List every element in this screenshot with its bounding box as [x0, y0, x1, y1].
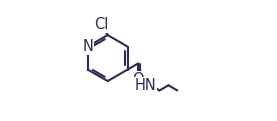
- Text: O: O: [132, 72, 144, 87]
- Text: Cl: Cl: [94, 16, 109, 31]
- Text: HN: HN: [134, 78, 156, 93]
- Text: N: N: [82, 39, 93, 54]
